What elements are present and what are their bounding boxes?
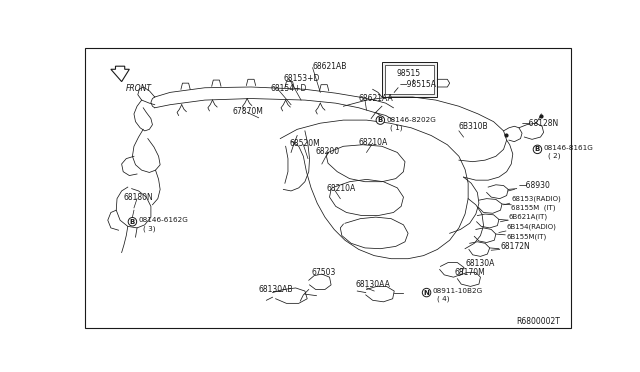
Polygon shape	[111, 66, 129, 81]
Text: 68172N: 68172N	[500, 242, 530, 251]
Text: 6B621A(IT): 6B621A(IT)	[508, 214, 547, 220]
Text: 68210A: 68210A	[326, 184, 356, 193]
Text: —68128N: —68128N	[522, 119, 559, 128]
Text: 68153(RADIO): 68153(RADIO)	[511, 195, 561, 202]
Text: 68153+D: 68153+D	[284, 74, 320, 83]
Text: B: B	[130, 219, 135, 225]
Text: 68170M: 68170M	[454, 268, 485, 277]
Circle shape	[533, 145, 541, 154]
Text: ( 2): ( 2)	[548, 152, 561, 159]
Text: 6B310B: 6B310B	[459, 122, 488, 131]
Text: 68130A: 68130A	[465, 259, 495, 268]
Text: 08146-8202G: 08146-8202G	[387, 117, 436, 123]
Text: 68130AB: 68130AB	[259, 285, 293, 294]
Text: 68621AA: 68621AA	[359, 94, 394, 103]
Text: ( 1): ( 1)	[390, 125, 402, 131]
Text: N: N	[424, 289, 429, 296]
Text: B: B	[378, 117, 383, 123]
Text: R6800002T: R6800002T	[516, 317, 561, 326]
Text: 98515: 98515	[397, 70, 421, 78]
Text: 08911-10B2G: 08911-10B2G	[433, 288, 483, 294]
Circle shape	[422, 288, 431, 297]
Text: ( 4): ( 4)	[437, 295, 450, 302]
Circle shape	[376, 116, 385, 124]
Text: 68210A: 68210A	[359, 138, 388, 147]
Text: 6B154(RADIO): 6B154(RADIO)	[507, 224, 557, 230]
Text: FRONT: FRONT	[125, 84, 152, 93]
Text: 68621AB: 68621AB	[312, 62, 347, 71]
Text: —68930: —68930	[519, 181, 551, 190]
Bar	[385, 65, 435, 94]
Text: 68180N: 68180N	[124, 193, 154, 202]
Text: 68520M: 68520M	[289, 139, 320, 148]
Text: 6B155M(IT): 6B155M(IT)	[507, 233, 547, 240]
Text: 68130AA: 68130AA	[356, 280, 390, 289]
Text: ( 3): ( 3)	[143, 225, 156, 232]
Text: 68200: 68200	[316, 147, 340, 156]
Text: 67503: 67503	[311, 268, 335, 277]
Text: —98515A: —98515A	[399, 80, 436, 89]
Circle shape	[128, 218, 137, 226]
Text: 08146-8161G: 08146-8161G	[543, 145, 593, 151]
Text: B: B	[535, 146, 540, 153]
Text: 08146-6162G: 08146-6162G	[139, 217, 188, 223]
Text: 68154+D: 68154+D	[270, 84, 307, 93]
Text: 68155M  (IT): 68155M (IT)	[511, 205, 556, 211]
Bar	[382, 62, 437, 97]
Text: 67870M: 67870M	[232, 107, 264, 116]
